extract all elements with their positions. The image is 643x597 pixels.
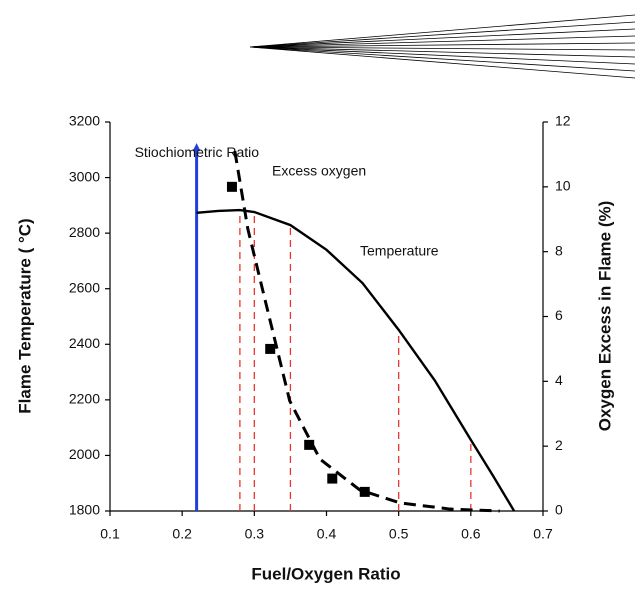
x-tick-label: 0.3: [245, 526, 265, 542]
y-tick-label: 3200: [69, 113, 100, 129]
x-axis-label: Fuel/Oxygen Ratio: [251, 564, 400, 583]
series-label: Excess oxygen: [272, 163, 366, 179]
marker: [265, 343, 276, 354]
y-tick-label: 3000: [69, 168, 100, 184]
series-label: Temperature: [360, 243, 439, 259]
x-tick-label: 0.2: [172, 526, 192, 542]
y-tick-label: 1800: [69, 502, 100, 518]
y-tick-label: 2800: [69, 224, 100, 240]
y-tick-label: 2400: [69, 335, 100, 351]
x-tick-label: 0.1: [100, 526, 120, 542]
arrow-head: [192, 143, 201, 152]
x-tick-label: 0.4: [317, 526, 337, 542]
x-tick-label: 0.7: [533, 526, 553, 542]
x-tick-label: 0.5: [389, 526, 409, 542]
marker: [226, 181, 237, 192]
series-line: [233, 150, 500, 513]
x-tick-label: 0.6: [461, 526, 481, 542]
y2-axis-label: Oxygen Excess in Flame (%): [595, 201, 614, 432]
y2-tick-label: 0: [555, 502, 563, 518]
decoration-fan: [249, 14, 636, 79]
series-line: [196, 208, 516, 512]
y2-tick-label: 6: [555, 307, 563, 323]
y-tick-label: 2000: [69, 446, 100, 462]
marker: [304, 439, 315, 450]
y-tick-label: 2200: [69, 391, 100, 407]
marker: [327, 473, 338, 484]
y2-tick-label: 12: [555, 113, 571, 129]
marker: [359, 486, 370, 497]
y-tick-label: 2600: [69, 279, 100, 295]
annotation-label: Stiochiometric Ratio: [135, 144, 260, 160]
y-axis-label: Flame Temperature ( °C): [15, 218, 34, 413]
y2-tick-label: 4: [555, 372, 563, 388]
y2-tick-label: 10: [555, 178, 571, 194]
y2-tick-label: 2: [555, 437, 563, 453]
y2-tick-label: 8: [555, 242, 563, 258]
